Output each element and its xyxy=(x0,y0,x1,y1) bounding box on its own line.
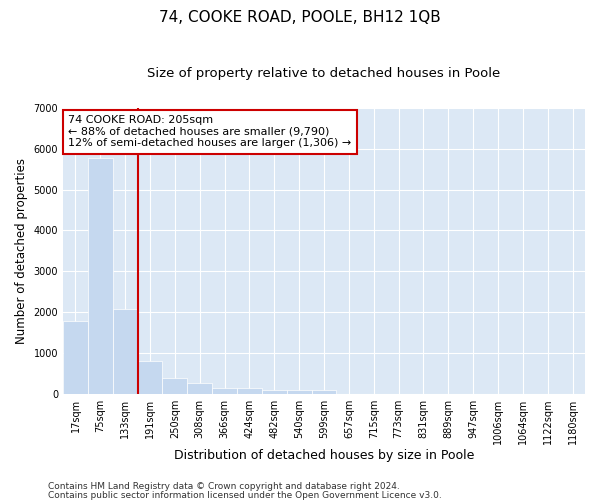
Bar xyxy=(88,158,113,394)
Bar xyxy=(113,308,137,394)
Bar xyxy=(163,378,187,394)
Bar xyxy=(137,361,163,394)
Bar xyxy=(311,390,337,394)
Bar xyxy=(237,388,262,394)
Bar xyxy=(287,390,311,394)
Text: 74 COOKE ROAD: 205sqm
← 88% of detached houses are smaller (9,790)
12% of semi-d: 74 COOKE ROAD: 205sqm ← 88% of detached … xyxy=(68,115,352,148)
Title: Size of property relative to detached houses in Poole: Size of property relative to detached ho… xyxy=(148,68,500,80)
Text: Contains public sector information licensed under the Open Government Licence v3: Contains public sector information licen… xyxy=(48,490,442,500)
X-axis label: Distribution of detached houses by size in Poole: Distribution of detached houses by size … xyxy=(174,450,474,462)
Y-axis label: Number of detached properties: Number of detached properties xyxy=(15,158,28,344)
Bar xyxy=(212,388,237,394)
Bar xyxy=(187,383,212,394)
Text: Contains HM Land Registry data © Crown copyright and database right 2024.: Contains HM Land Registry data © Crown c… xyxy=(48,482,400,491)
Bar xyxy=(262,390,287,394)
Text: 74, COOKE ROAD, POOLE, BH12 1QB: 74, COOKE ROAD, POOLE, BH12 1QB xyxy=(159,10,441,25)
Bar xyxy=(63,321,88,394)
